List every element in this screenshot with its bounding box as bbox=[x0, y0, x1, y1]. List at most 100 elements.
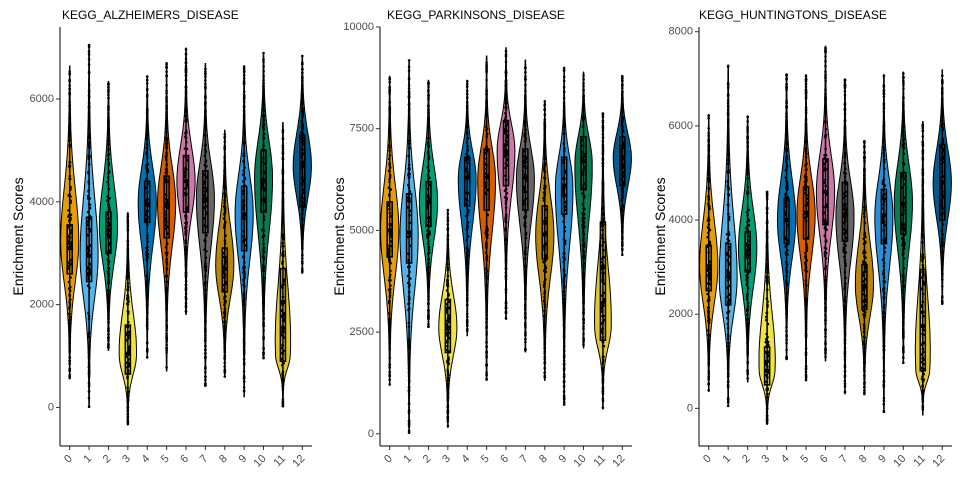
iqr-box bbox=[299, 134, 306, 208]
violin-0 bbox=[380, 75, 400, 386]
violin-10 bbox=[254, 51, 273, 360]
iqr-box bbox=[221, 247, 229, 293]
iqr-box bbox=[900, 172, 907, 235]
iqr-box bbox=[260, 149, 267, 213]
median-marker bbox=[203, 197, 208, 202]
iqr-box bbox=[802, 186, 810, 240]
violin-12 bbox=[292, 54, 312, 274]
violin-2 bbox=[418, 79, 439, 329]
median-marker bbox=[387, 228, 392, 233]
violin-0 bbox=[60, 65, 80, 380]
median-marker bbox=[87, 253, 92, 258]
iqr-box bbox=[163, 175, 170, 239]
violin-6 bbox=[176, 47, 196, 315]
violin-5 bbox=[477, 55, 496, 381]
iqr-box bbox=[182, 154, 190, 213]
median-marker bbox=[523, 175, 528, 180]
iqr-box bbox=[763, 346, 771, 386]
violin-3 bbox=[118, 212, 137, 426]
violin-9 bbox=[874, 74, 894, 414]
x-tick-label: 0 bbox=[62, 453, 75, 466]
x-tick-label: 8 bbox=[217, 453, 230, 466]
median-marker bbox=[620, 155, 625, 160]
x-tick-label: 4 bbox=[140, 453, 153, 466]
iqr-box bbox=[822, 158, 829, 226]
violin-8 bbox=[535, 100, 555, 381]
violin-0 bbox=[699, 114, 719, 392]
iqr-box bbox=[580, 136, 587, 191]
median-marker bbox=[504, 149, 508, 154]
x-tick-label: 5 bbox=[159, 453, 172, 466]
median-marker bbox=[920, 323, 925, 328]
median-marker bbox=[426, 199, 431, 204]
iqr-box bbox=[705, 245, 713, 292]
x-tick-label: 1 bbox=[401, 453, 414, 466]
violin-11 bbox=[593, 112, 612, 410]
median-marker bbox=[581, 159, 586, 164]
y-axis-label: Enrichment Scores bbox=[331, 177, 347, 295]
iqr-box bbox=[279, 267, 287, 362]
x-tick-label: 9 bbox=[876, 453, 889, 466]
x-tick-label: 12 bbox=[290, 453, 307, 470]
iqr-box bbox=[744, 230, 751, 273]
iqr-box bbox=[463, 156, 471, 207]
iqr-box bbox=[541, 205, 549, 260]
x-tick-label: 7 bbox=[518, 453, 531, 466]
median-marker bbox=[823, 189, 828, 194]
iqr-box bbox=[124, 324, 132, 375]
iqr-box bbox=[724, 242, 732, 306]
violin-12 bbox=[932, 69, 952, 305]
x-tick-label: 11 bbox=[271, 453, 288, 470]
median-marker bbox=[465, 175, 470, 180]
median-marker bbox=[407, 230, 412, 235]
x-tick-label: 2 bbox=[740, 453, 753, 466]
iqr-box bbox=[425, 180, 432, 228]
violin-1 bbox=[399, 59, 419, 435]
x-tick-label: 10 bbox=[891, 453, 908, 470]
iqr-box bbox=[599, 221, 607, 342]
x-tick-label: 7 bbox=[837, 453, 850, 466]
median-marker bbox=[184, 179, 188, 184]
median-marker bbox=[881, 213, 886, 218]
violin-10 bbox=[893, 71, 913, 365]
median-marker bbox=[901, 201, 906, 206]
median-marker bbox=[542, 232, 547, 237]
x-tick-label: 6 bbox=[818, 453, 831, 466]
x-tick-label: 6 bbox=[498, 453, 511, 466]
x-tick-label: 2 bbox=[421, 453, 434, 466]
x-tick-label: 9 bbox=[556, 453, 569, 466]
iqr-box bbox=[502, 119, 510, 187]
violin-8 bbox=[854, 139, 874, 396]
x-tick-label: 3 bbox=[759, 453, 772, 466]
x-tick-label: 7 bbox=[198, 453, 211, 466]
panel-huntingtons: KEGG_HUNTINGTONS_DISEASE Enrichment Scor… bbox=[652, 8, 952, 470]
iqr-box bbox=[202, 170, 209, 234]
y-tick-label: 0 bbox=[48, 401, 54, 413]
x-tick-label: 8 bbox=[537, 453, 550, 466]
iqr-box bbox=[483, 148, 490, 211]
x-tick-label: 3 bbox=[440, 453, 453, 466]
y-tick-label: 2500 bbox=[350, 326, 374, 338]
median-marker bbox=[562, 183, 567, 188]
y-tick-label: 10000 bbox=[343, 21, 374, 33]
median-marker bbox=[804, 210, 809, 215]
x-tick-label: 4 bbox=[460, 453, 473, 466]
x-tick-label: 10 bbox=[572, 453, 589, 470]
x-tick-label: 0 bbox=[701, 453, 714, 466]
panel-title: KEGG_PARKINSONS_DISEASE bbox=[387, 8, 565, 22]
y-tick-label: 6000 bbox=[30, 93, 54, 105]
y-axis-label: Enrichment Scores bbox=[652, 177, 668, 295]
iqr-box bbox=[880, 188, 888, 245]
iqr-box bbox=[444, 298, 452, 354]
x-tick-label: 8 bbox=[857, 453, 870, 466]
median-marker bbox=[600, 265, 605, 270]
violin-5 bbox=[796, 74, 816, 382]
x-tick-label: 2 bbox=[101, 453, 114, 466]
x-tick-label: 4 bbox=[779, 453, 792, 466]
iqr-box bbox=[405, 192, 413, 264]
median-marker bbox=[765, 368, 770, 373]
violin-3 bbox=[438, 208, 458, 428]
y-tick-label: 0 bbox=[368, 428, 374, 440]
violin-7 bbox=[515, 59, 535, 353]
